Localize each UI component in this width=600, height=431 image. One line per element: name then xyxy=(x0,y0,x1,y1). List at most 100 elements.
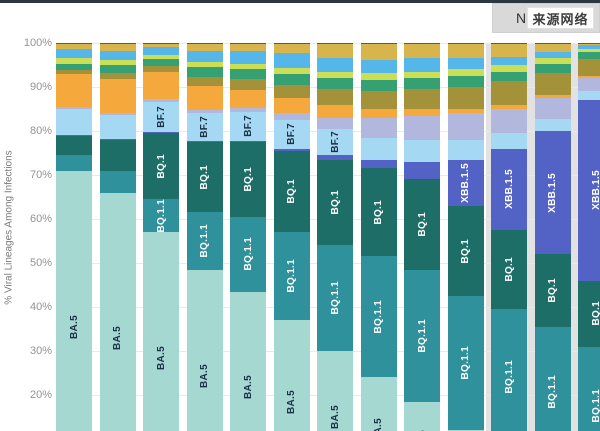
bar-3-segment-B.1.1.529[interactable] xyxy=(143,54,179,60)
bar-5-segment-B.1.1.529[interactable] xyxy=(230,64,266,70)
bar-1-segment-BQ.1.1[interactable] xyxy=(56,155,92,171)
bar-2-segment-BA.2[interactable] xyxy=(99,50,136,61)
bar-7-segment-XBB.1.5[interactable] xyxy=(317,155,353,160)
bar-12-segment-BA.2[interactable] xyxy=(534,51,571,59)
bar-6-segment-BQ.1[interactable]: BQ.1 xyxy=(273,150,310,233)
bar-12-segment-BA.2.75.2[interactable] xyxy=(534,44,571,52)
bar-9-segment-BQ.1[interactable]: BQ.1 xyxy=(404,179,440,270)
bar-5-segment-XBB.1.5[interactable] xyxy=(230,140,266,142)
bar-13-segment-BA.2.75[interactable] xyxy=(578,52,600,59)
bar-13-segment-BA.2.75.2[interactable] xyxy=(578,43,600,46)
bar-6-segment-XBB[interactable] xyxy=(273,113,310,120)
bar-3-segment-BF.7[interactable]: BF.7 xyxy=(143,101,179,133)
bar-8-segment-XBB.1.5[interactable] xyxy=(360,159,397,169)
bar-5-segment-BA.2.75.2[interactable] xyxy=(230,44,266,51)
bar-13-segment-BN.1[interactable] xyxy=(578,58,600,77)
bar-4-segment-BF.7[interactable]: BF.7 xyxy=(186,113,223,142)
bar-1-segment-BA.5[interactable]: BA.5 xyxy=(56,170,92,431)
bar-6-segment-BA.2.75.2[interactable] xyxy=(273,44,310,53)
bar-7-segment-B.1.1.529[interactable] xyxy=(317,72,353,79)
bar-12-segment-BQ.1.1[interactable]: BQ.1.1 xyxy=(534,326,571,431)
bar-3-segment-BA.2[interactable] xyxy=(143,46,179,55)
bar-8-segment-BF.7[interactable] xyxy=(360,137,397,160)
bar-5-segment-BN.1[interactable] xyxy=(230,79,266,91)
bar-9-segment-XBB[interactable] xyxy=(404,115,440,140)
bar-2-segment-BA.5[interactable]: BA.5 xyxy=(99,192,136,431)
bar-13-segment-XBB.1.5[interactable]: XBB.1.5 xyxy=(578,100,600,281)
bar-4-segment-BA.2.75[interactable] xyxy=(186,67,223,77)
bar-9-segment-B.1.1.529[interactable] xyxy=(404,71,440,79)
bar-12-segment-XBB[interactable] xyxy=(534,97,571,119)
bar-5-segment-XBB[interactable] xyxy=(230,107,266,113)
bar-11-segment-BA.2.75.2[interactable] xyxy=(491,44,527,57)
bar-12-segment-XBB.1.5[interactable]: XBB.1.5 xyxy=(534,131,571,255)
bar-6-segment-BA.2.75[interactable] xyxy=(273,73,310,85)
bar-2-segment-BA.4.6[interactable] xyxy=(99,79,136,113)
bar-13-segment-BF.7[interactable] xyxy=(578,91,600,101)
bar-11-segment-BA.4.6[interactable] xyxy=(491,105,527,109)
bar-7-segment-BA.4.6[interactable] xyxy=(317,104,353,118)
bar-2-segment-XBB[interactable] xyxy=(99,112,136,115)
bar-2-segment-BA.2.75[interactable] xyxy=(99,65,136,73)
bar-7-segment-XBB[interactable] xyxy=(317,117,353,129)
bar-1-segment-BQ.1[interactable] xyxy=(56,135,92,156)
bar-9-segment-BF.7[interactable] xyxy=(404,139,440,162)
bar-8-segment-Other[interactable] xyxy=(360,43,397,45)
bar-10-segment-BQ.1.1[interactable]: BQ.1.1 xyxy=(447,296,484,431)
bar-12-segment-BA.4.6[interactable] xyxy=(534,94,571,98)
bar-10-segment-BA.2.75.2[interactable] xyxy=(447,44,484,58)
bar-7-segment-Other[interactable] xyxy=(317,43,353,45)
bar-7-segment-BQ.1[interactable]: BQ.1 xyxy=(317,159,353,246)
bar-10-segment-BN.1[interactable] xyxy=(447,87,484,109)
bar-5-segment-BA.5[interactable]: BA.5 xyxy=(230,291,266,431)
bar-7-segment-BQ.1.1[interactable]: BQ.1.1 xyxy=(317,245,353,351)
bar-8-segment-BN.1[interactable] xyxy=(360,91,397,109)
bar-2-segment-BQ.1.1[interactable] xyxy=(99,170,136,193)
bar-10-segment-BA.2.75[interactable] xyxy=(447,76,484,87)
bar-2-segment-BQ.1[interactable] xyxy=(99,139,136,171)
bar-1-segment-XBB[interactable] xyxy=(56,106,92,109)
bar-13-segment-B.1.1.529[interactable] xyxy=(578,48,600,53)
bar-1-segment-BF.7[interactable] xyxy=(56,108,92,135)
bar-8-segment-B.1.1.529[interactable] xyxy=(360,72,397,80)
bar-10-segment-BA.4.6[interactable] xyxy=(447,109,484,114)
bar-1-segment-BN.1[interactable] xyxy=(56,70,92,74)
bar-6-segment-BA.5[interactable]: BA.5 xyxy=(273,320,310,431)
bar-3-segment-Other[interactable] xyxy=(143,43,179,44)
bar-12-segment-BA.2.75[interactable] xyxy=(534,64,571,73)
bar-1-segment-Other[interactable] xyxy=(56,43,92,44)
bar-9-segment-Other[interactable] xyxy=(404,43,440,45)
bar-1-segment-BA.2.75[interactable] xyxy=(56,63,92,71)
bar-8-segment-XBB[interactable] xyxy=(360,117,397,138)
bar-11-segment-BQ.1[interactable]: BQ.1 xyxy=(491,230,527,310)
bar-2-segment-Other[interactable] xyxy=(99,43,136,45)
bar-7-segment-BA.2.75.2[interactable] xyxy=(317,44,353,58)
bar-4-segment-BA.2[interactable] xyxy=(186,51,223,63)
bar-6-segment-XBB.1.5[interactable] xyxy=(273,148,310,151)
bar-6-segment-Other[interactable] xyxy=(273,43,310,45)
bar-5-segment-BQ.1[interactable]: BQ.1 xyxy=(230,142,266,217)
bar-11-segment-BA.2.75[interactable] xyxy=(491,71,527,82)
bar-13-segment-XBB[interactable] xyxy=(578,78,600,92)
bar-1-segment-B.1.1.529[interactable] xyxy=(56,57,92,64)
bar-8-segment-BA.4.6[interactable] xyxy=(360,109,397,118)
bar-8-segment-BA.2.75[interactable] xyxy=(360,79,397,92)
bar-8-segment-BA.2[interactable] xyxy=(360,59,397,73)
bar-1-segment-BA.2.75.2[interactable] xyxy=(56,43,92,50)
bar-12-segment-BN.1[interactable] xyxy=(534,72,571,95)
bar-13-segment-Other[interactable] xyxy=(578,43,600,44)
bar-6-segment-BQ.1.1[interactable]: BQ.1.1 xyxy=(273,232,310,321)
bar-8-segment-BA.5[interactable]: BA.5 xyxy=(360,377,397,431)
bar-10-segment-XBB.1.5[interactable]: XBB.1.5 xyxy=(447,159,484,206)
bar-10-segment-BF.7[interactable] xyxy=(447,139,484,160)
bar-13-segment-BQ.1[interactable]: BQ.1 xyxy=(578,280,600,347)
bar-10-segment-XBB[interactable] xyxy=(447,113,484,140)
bar-11-segment-B.1.1.529[interactable] xyxy=(491,65,527,72)
bar-2-segment-BN.1[interactable] xyxy=(99,72,136,80)
bar-9-segment-BA.2.75[interactable] xyxy=(404,78,440,90)
bar-4-segment-XBB[interactable] xyxy=(186,109,223,114)
bar-3-segment-BA.2.75.2[interactable] xyxy=(143,43,179,47)
bar-6-segment-BA.4.6[interactable] xyxy=(273,98,310,114)
bar-11-segment-BN.1[interactable] xyxy=(491,81,527,106)
bar-3-segment-BQ.1.1[interactable]: BQ.1.1 xyxy=(143,199,179,233)
